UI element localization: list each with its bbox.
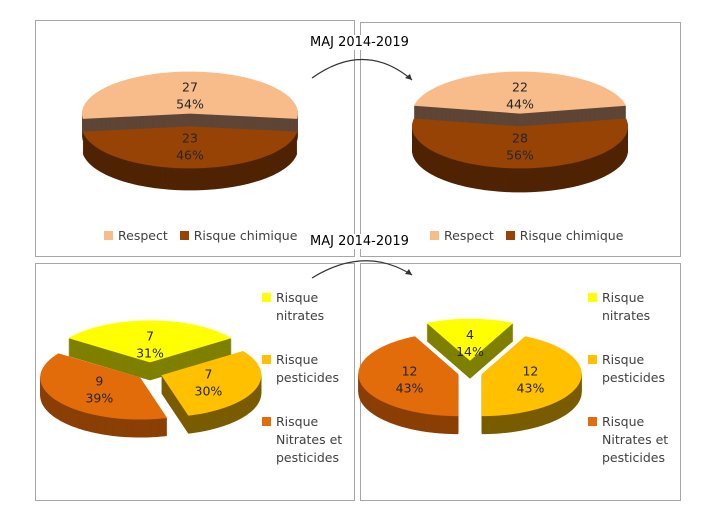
pie3-slice-risque-nitrates-et-pesticides [40,353,168,420]
legend-label: Risque [602,290,645,305]
pie3-percent-label: 30% [195,384,223,399]
pie3-percent-label: 39% [85,390,113,405]
pie4-value-label: 12 [522,363,538,378]
legend-bottom-right: Risque nitrates Risque pesticides Risque Ni… [588,289,668,467]
legend-label: pesticides [276,450,339,465]
pie4-slice-risque-nitrates [426,318,514,361]
pie4-percent-label: 43% [396,380,424,395]
pie4-slice-risque-nitrates-et-pesticides [358,336,459,417]
legend-item-nitrates-pesticides: Risque Nitrates et pesticides [588,413,668,467]
pie1-percent-label: 54% [176,97,204,112]
pie3-value-label: 7 [204,367,212,382]
pie1-value-label: 23 [182,130,198,145]
legend-bottom-left: Risque nitrates Risque pesticides Risque Ni… [262,289,342,467]
pie2-value-label: 28 [512,130,528,145]
legend-item-pesticides: Risque pesticides [588,351,668,387]
legend-label: Risque chimique [193,228,298,243]
legend-label: Respect [444,228,494,243]
arrow-top-head [405,74,412,80]
pie2-percent-label: 44% [506,97,534,112]
pie2-slice-respect [413,71,627,114]
arrow-top [311,58,413,81]
legend-label: Respect [118,228,168,243]
legend-label: pesticides [276,370,339,385]
pie3-value-label: 9 [95,373,103,388]
pie3-value-label: 7 [146,329,154,344]
pie4-slice-risque-pesticides [481,336,582,417]
legend-label: nitrates [276,308,325,323]
legend-label: Risque chimique [519,228,624,243]
pie4-percent-label: 14% [456,344,484,359]
legend-label: pesticides [602,450,665,465]
pie2-value-label: 22 [512,80,528,95]
legend-label: Risque [276,352,319,367]
pie2-percent-label: 56% [506,147,534,162]
pie1-slice-respect [82,71,298,119]
legend-label: pesticides [602,370,665,385]
legend-label: Risque [276,290,319,305]
pie4-value-label: 12 [402,363,418,378]
legend-item-nitrates: Risque nitrates [588,289,668,325]
pie4-value-label: 4 [466,327,474,342]
pie4-percent-label: 43% [517,380,545,395]
legend-top-left: Respect Risque chimique [104,227,297,245]
pie3-slice-risque-pesticides [161,350,262,416]
pie3-percent-label: 31% [136,346,164,361]
legend-label: nitrates [602,308,651,323]
legend-label: Risque [602,352,645,367]
pie1-value-label: 27 [182,80,198,95]
legend-top-right: Respect Risque chimique [430,227,623,245]
pie1-percent-label: 46% [176,147,204,162]
arrow-bottom [311,260,413,279]
pie2-slice-risque-chimique [412,118,628,169]
chart-title-bottom: MAJ 2014-2019 [306,234,413,249]
legend-item-risque-chimique: Risque chimique [505,227,624,245]
legend-item-nitrates-pesticides: Risque Nitrates et pesticides [262,413,342,467]
legend-item-nitrates: Risque nitrates [262,289,342,325]
legend-item-pesticides: Risque pesticides [262,351,342,387]
legend-item-respect: Respect [104,227,168,245]
legend-label: Risque [602,414,645,429]
legend-item-risque-chimique: Risque chimique [179,227,298,245]
legend-label: Nitrates et [602,432,669,447]
pie3-slice-risque-nitrates [68,320,232,363]
chart-title-top: MAJ 2014-2019 [306,35,413,50]
pie1-slice-risque-chimique [82,126,298,169]
legend-item-respect: Respect [430,227,494,245]
legend-label: Risque [276,414,319,429]
legend-label: Nitrates et [276,432,343,447]
arrow-bottom-head [405,269,412,275]
